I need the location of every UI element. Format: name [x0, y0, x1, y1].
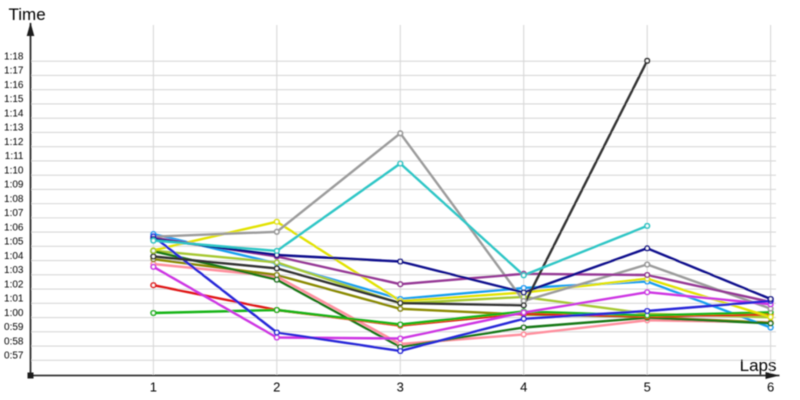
svg-text:1:06: 1:06	[4, 222, 24, 233]
svg-text:1:01: 1:01	[4, 294, 24, 305]
svg-text:2: 2	[273, 380, 280, 395]
svg-text:1:05: 1:05	[4, 237, 24, 248]
svg-text:Laps: Laps	[740, 356, 777, 375]
svg-text:1:14: 1:14	[4, 109, 24, 120]
svg-text:0:59: 0:59	[4, 322, 24, 333]
svg-text:1: 1	[150, 380, 157, 395]
svg-text:1:08: 1:08	[4, 194, 24, 205]
svg-text:4: 4	[520, 380, 527, 395]
svg-text:1:15: 1:15	[4, 94, 24, 105]
svg-text:1:09: 1:09	[4, 180, 24, 191]
svg-text:Time: Time	[9, 5, 46, 24]
svg-text:1:13: 1:13	[4, 123, 24, 134]
svg-text:0:57: 0:57	[4, 351, 24, 362]
svg-text:5: 5	[644, 380, 651, 395]
svg-text:1:11: 1:11	[5, 151, 24, 162]
svg-text:1:03: 1:03	[4, 265, 24, 276]
svg-text:1:17: 1:17	[4, 66, 24, 77]
svg-text:3: 3	[397, 380, 404, 395]
svg-text:1:12: 1:12	[4, 137, 24, 148]
svg-text:1:02: 1:02	[4, 279, 24, 290]
svg-text:1:00: 1:00	[4, 308, 24, 319]
svg-text:0:58: 0:58	[4, 336, 24, 347]
svg-text:1:18: 1:18	[4, 52, 24, 63]
svg-text:1:10: 1:10	[4, 165, 24, 176]
svg-text:1:16: 1:16	[4, 80, 24, 91]
svg-text:6: 6	[767, 380, 774, 395]
svg-text:1:04: 1:04	[4, 251, 24, 262]
svg-text:1:07: 1:07	[4, 208, 24, 219]
